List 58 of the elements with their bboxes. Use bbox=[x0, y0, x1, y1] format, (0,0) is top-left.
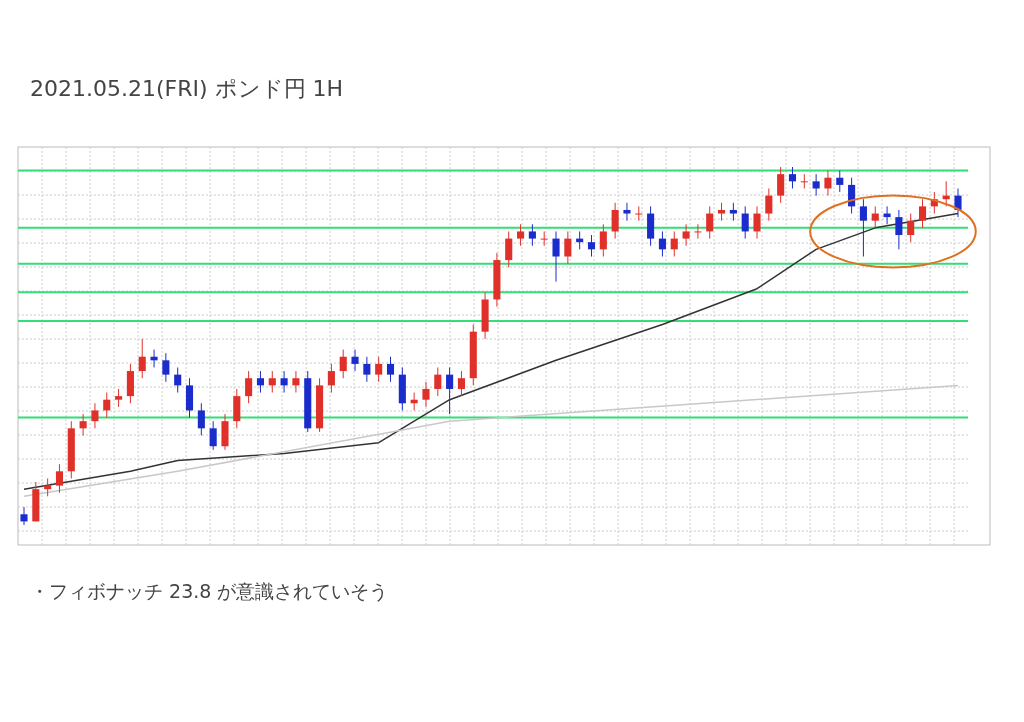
candlestick bbox=[753, 205, 761, 240]
candlestick bbox=[505, 230, 513, 268]
candlestick bbox=[895, 209, 903, 250]
chart-title: 2021.05.21(FRI) ポンド円 1H bbox=[30, 76, 344, 101]
candlestick bbox=[918, 198, 927, 229]
candlestick bbox=[788, 166, 797, 189]
candlestick bbox=[777, 166, 785, 204]
candlestick bbox=[268, 370, 276, 394]
candlestick bbox=[564, 230, 572, 265]
candlestick bbox=[327, 363, 335, 394]
text: ・フィボナッチ 23.8 が意識されていそう bbox=[30, 580, 389, 602]
candlestick bbox=[55, 463, 64, 494]
candlestick bbox=[800, 173, 808, 189]
candlestick bbox=[434, 366, 442, 397]
candlestick bbox=[871, 205, 879, 229]
candlestick bbox=[339, 349, 347, 379]
candlestick bbox=[209, 420, 217, 451]
candlestick bbox=[446, 366, 454, 415]
candlestick bbox=[907, 213, 915, 243]
candlestick bbox=[552, 230, 560, 283]
candlestick bbox=[386, 356, 395, 383]
candlestick bbox=[670, 230, 678, 257]
candlestick bbox=[245, 370, 253, 404]
candlestick bbox=[79, 413, 87, 436]
candlestick bbox=[706, 205, 714, 240]
candlestick bbox=[658, 230, 666, 257]
candlestick bbox=[20, 506, 28, 526]
candlestick bbox=[351, 349, 359, 372]
candlestick bbox=[292, 370, 300, 394]
candlestick bbox=[954, 187, 962, 218]
candlestick bbox=[375, 356, 383, 383]
candlestick bbox=[103, 392, 111, 419]
candlestick bbox=[256, 370, 264, 394]
candlestick bbox=[197, 402, 205, 436]
candlestick bbox=[765, 187, 773, 222]
candlestick bbox=[859, 198, 867, 257]
candlestick bbox=[836, 170, 844, 193]
candlestick bbox=[91, 402, 99, 429]
candlestick bbox=[611, 202, 619, 240]
candlestick bbox=[694, 223, 702, 240]
candlestick bbox=[741, 205, 749, 240]
candlestick bbox=[457, 370, 465, 397]
candlestick bbox=[280, 370, 288, 394]
candlestick bbox=[517, 223, 525, 247]
candlestick bbox=[363, 356, 371, 383]
candlestick bbox=[528, 223, 536, 247]
candlestick bbox=[599, 223, 607, 257]
candlestick bbox=[174, 366, 182, 394]
candlestick bbox=[540, 230, 548, 247]
candlestick bbox=[812, 173, 820, 197]
candlestick bbox=[824, 170, 832, 197]
candlestick bbox=[138, 338, 146, 379]
candlestick bbox=[162, 352, 170, 383]
candlestick bbox=[635, 205, 643, 222]
candlestick bbox=[587, 234, 596, 257]
candlestick bbox=[422, 381, 430, 408]
candlestick bbox=[623, 202, 631, 222]
candlestick bbox=[682, 223, 690, 247]
